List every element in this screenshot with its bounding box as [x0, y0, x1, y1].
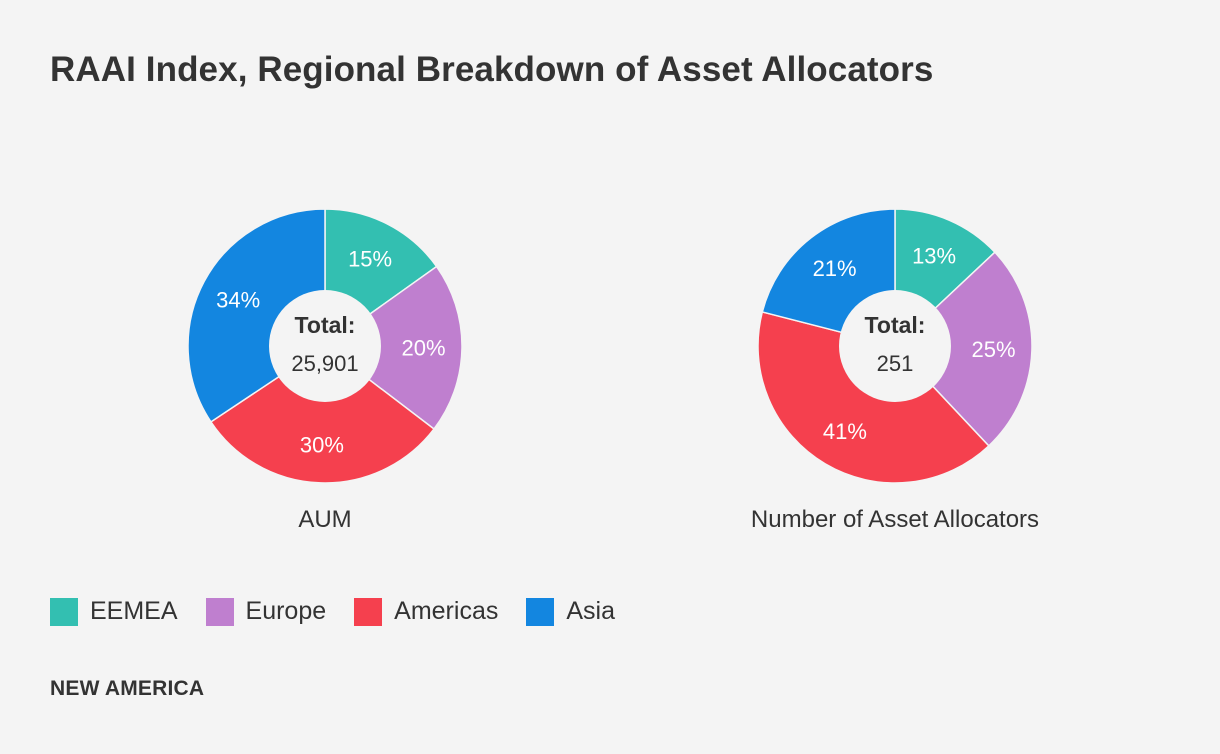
slice-europe — [323, 265, 463, 431]
legend-item-europe: Europe — [205, 597, 327, 626]
donut-chart-2: 13% 25% 41% 21% Total: 251 Number of Asset All… — [751, 208, 1039, 533]
donut-hole — [269, 290, 381, 402]
donut-chart-1: 15% 20% 30% 34% Total: 25,901 AUM — [187, 208, 463, 533]
slice-label-europe: 20% — [401, 336, 445, 361]
donut-charts: 15% 20% 30% 34% Total: 25,901 AUM 13% 25% 41% 21% T… — [187, 208, 1039, 533]
legend-label: Americas — [394, 597, 499, 625]
chart-caption: Number of Asset Allocators — [751, 506, 1039, 533]
total-label: Total: — [295, 312, 356, 338]
total-label: Total: — [865, 312, 926, 338]
legend-item-americas: Americas — [354, 597, 498, 626]
legend-label: Asia — [566, 597, 615, 625]
legend-label: Europe — [245, 597, 327, 625]
donut-hole — [839, 290, 951, 402]
legend-swatch — [526, 597, 555, 626]
legend-swatch — [354, 597, 383, 626]
legend-item-asia: Asia — [526, 597, 615, 626]
slice-label-eemea: 13% — [912, 244, 956, 269]
chart-caption: AUM — [298, 506, 351, 533]
slice-americas — [209, 345, 436, 484]
total-value: 251 — [877, 351, 914, 376]
slice-label-asia: 21% — [813, 256, 857, 281]
total-value: 25,901 — [291, 351, 358, 376]
slice-label-asia: 34% — [216, 288, 260, 313]
legend-swatch — [205, 597, 234, 626]
legend: EEMEA Europe Americas Asia — [50, 597, 643, 626]
legend-swatch — [50, 597, 78, 626]
legend-label: EEMEA — [90, 597, 178, 625]
slice-europe — [893, 251, 1033, 447]
legend-item-eemea: EEMEA — [50, 597, 178, 626]
slice-label-eemea: 15% — [348, 246, 392, 271]
slice-label-europe: 25% — [971, 337, 1015, 362]
slice-label-americas: 41% — [823, 419, 867, 444]
chart-title: RAAI Index, Regional Breakdown of Asset … — [50, 50, 934, 89]
slice-label-americas: 30% — [300, 433, 344, 458]
brand-logo: NEW AMERICA — [50, 677, 205, 700]
